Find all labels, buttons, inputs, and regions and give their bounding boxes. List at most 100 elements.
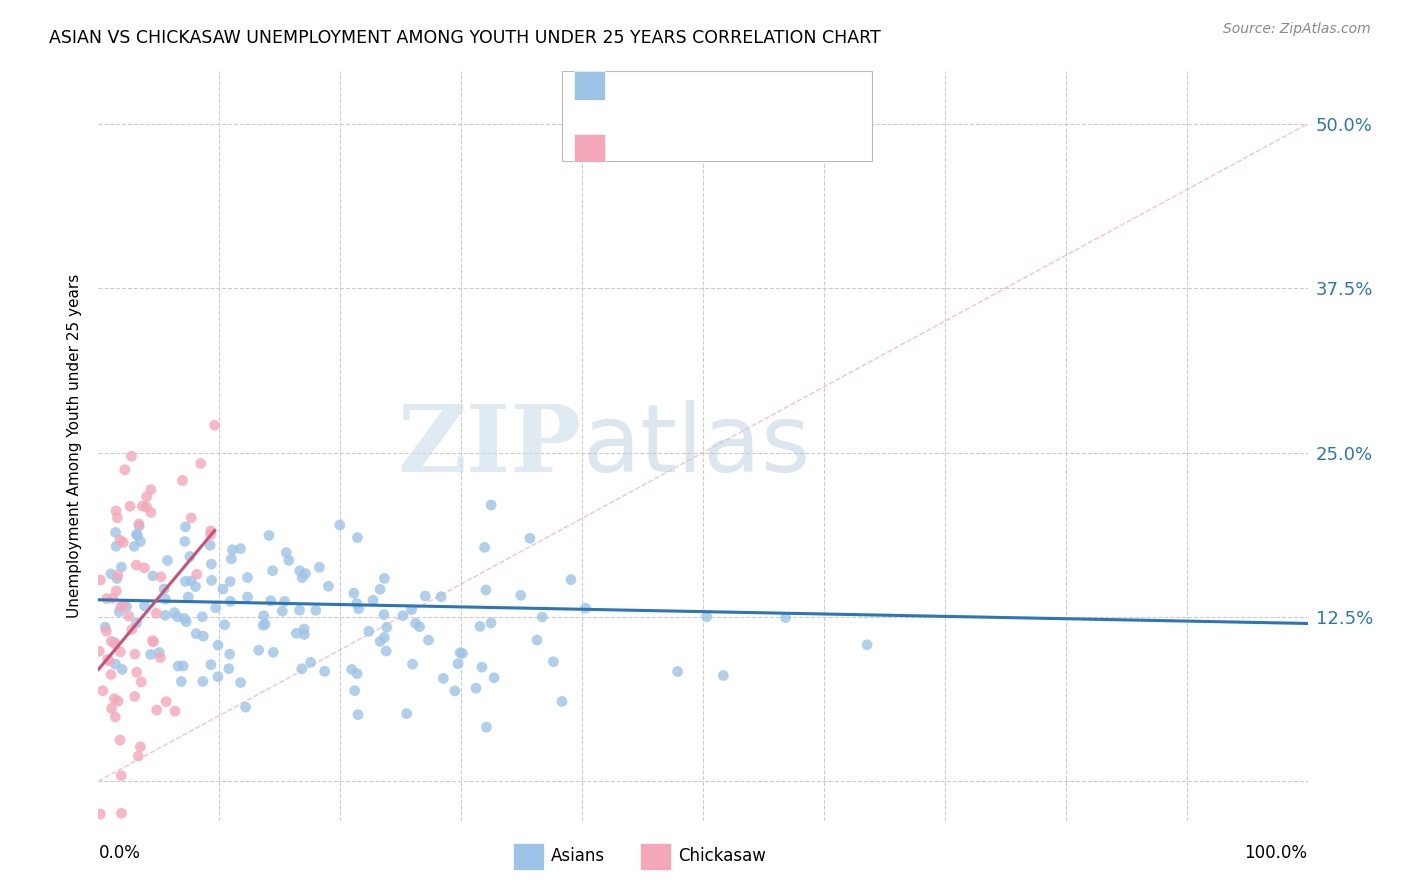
Point: [212, 582, 235, 596]
Point: [479, 615, 502, 630]
Point: [252, 618, 274, 632]
Point: [105, 504, 128, 518]
Text: ZIP: ZIP: [398, 401, 582, 491]
Point: [247, 643, 270, 657]
Point: [273, 594, 295, 608]
Point: [361, 593, 384, 607]
Point: [114, 463, 136, 477]
Point: [184, 580, 207, 594]
Point: [107, 568, 129, 582]
Point: [357, 624, 380, 639]
Point: [145, 606, 167, 620]
Point: [155, 608, 177, 623]
Point: [291, 571, 314, 585]
Point: [100, 566, 122, 581]
Point: [135, 500, 157, 514]
Point: [89, 573, 111, 587]
Point: [104, 710, 127, 724]
Point: [574, 601, 596, 615]
Point: [125, 665, 148, 680]
Point: [107, 694, 129, 708]
Point: [139, 648, 162, 662]
Point: [145, 703, 167, 717]
Point: [392, 608, 415, 623]
Point: [127, 528, 149, 542]
Point: [172, 474, 194, 488]
Point: [254, 617, 277, 632]
Point: [121, 623, 143, 637]
Point: [110, 806, 132, 821]
Point: [98, 654, 121, 668]
Point: [711, 668, 734, 682]
Point: [108, 605, 131, 619]
Point: [141, 633, 163, 648]
Point: [111, 662, 134, 676]
Text: Asians: Asians: [551, 847, 605, 865]
Point: [104, 637, 127, 651]
Point: [531, 610, 554, 624]
Point: [170, 674, 193, 689]
Point: [120, 449, 142, 463]
Text: 142: 142: [749, 74, 785, 92]
Point: [129, 675, 152, 690]
Text: R =: R =: [613, 136, 650, 154]
Point: [475, 582, 498, 597]
Point: [112, 535, 135, 549]
Point: [174, 520, 197, 534]
Point: [127, 749, 149, 764]
Point: [174, 615, 197, 629]
Point: [94, 620, 117, 634]
Point: [474, 541, 496, 555]
Point: [124, 647, 146, 661]
Point: [200, 557, 222, 571]
Point: [96, 591, 118, 606]
Point: [142, 569, 165, 583]
Point: [413, 589, 436, 603]
Point: [174, 574, 197, 589]
Point: [229, 675, 252, 690]
Point: [100, 701, 122, 715]
Point: [340, 662, 363, 676]
Point: [101, 591, 124, 606]
Point: [343, 586, 366, 600]
Point: [153, 582, 176, 596]
Y-axis label: Unemployment Among Youth under 25 years: Unemployment Among Youth under 25 years: [67, 274, 83, 618]
Point: [447, 657, 470, 671]
Point: [373, 607, 395, 622]
Point: [276, 545, 298, 559]
Point: [128, 519, 150, 533]
Point: [112, 597, 135, 611]
Point: [560, 573, 582, 587]
Point: [346, 597, 368, 611]
Point: [444, 684, 467, 698]
Point: [191, 609, 214, 624]
Point: [100, 667, 122, 681]
Point: [134, 561, 156, 575]
Point: [543, 655, 565, 669]
Point: [291, 662, 314, 676]
Point: [96, 624, 118, 638]
Text: 62: 62: [749, 136, 779, 154]
Point: [105, 572, 128, 586]
Point: [122, 540, 145, 554]
Point: [166, 609, 188, 624]
Point: [218, 662, 240, 676]
Point: [142, 635, 165, 649]
Point: [262, 564, 284, 578]
Point: [198, 538, 221, 552]
Point: [89, 807, 111, 822]
Point: [218, 647, 240, 661]
Point: [343, 683, 366, 698]
Point: [346, 531, 368, 545]
Point: [149, 570, 172, 584]
Point: [666, 665, 689, 679]
Point: [110, 560, 132, 574]
Point: [451, 646, 474, 660]
Point: [167, 659, 190, 673]
Point: [347, 601, 370, 615]
Point: [131, 499, 153, 513]
Point: [318, 579, 340, 593]
Point: [430, 590, 453, 604]
Text: atlas: atlas: [582, 400, 810, 492]
Point: [193, 629, 215, 643]
